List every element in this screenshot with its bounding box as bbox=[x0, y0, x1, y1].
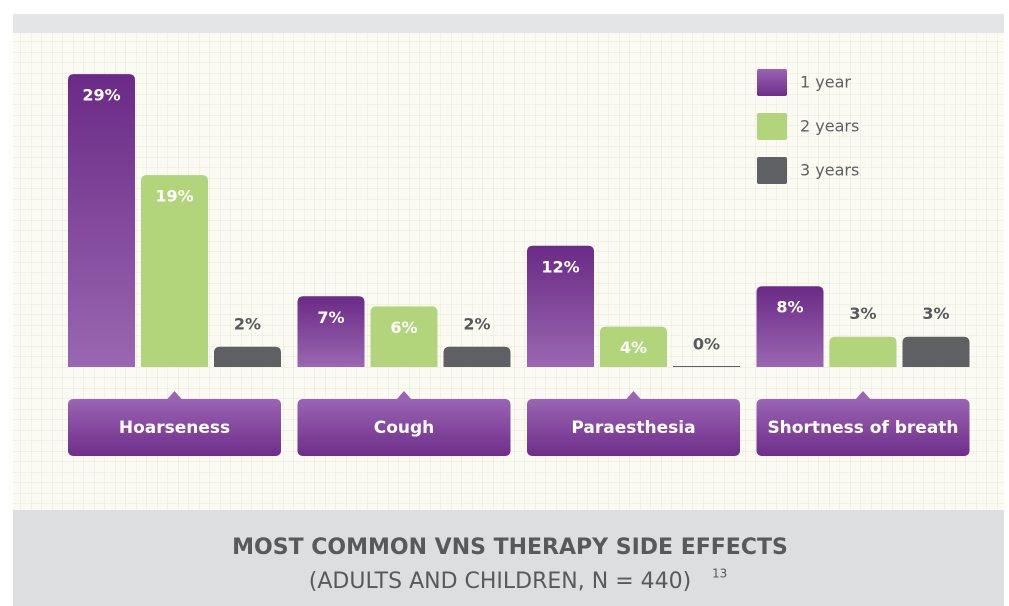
value-label: 4% bbox=[620, 338, 647, 357]
bar bbox=[902, 336, 970, 367]
category-pointer bbox=[625, 391, 642, 400]
value-label: 0% bbox=[693, 335, 720, 354]
value-label: 3% bbox=[922, 304, 949, 323]
bar bbox=[297, 296, 365, 367]
bar bbox=[600, 326, 667, 367]
bar bbox=[68, 74, 135, 367]
category-pointer bbox=[396, 391, 412, 400]
value-label: 7% bbox=[317, 308, 344, 327]
footnote-ref: 13 bbox=[712, 567, 727, 581]
bar bbox=[527, 245, 594, 367]
category-pointer bbox=[855, 391, 871, 400]
value-label: 12% bbox=[541, 257, 579, 276]
bar bbox=[673, 366, 740, 367]
chart-title: MOST COMMON VNS THERAPY SIDE EFFECTS bbox=[232, 535, 788, 560]
value-label: 6% bbox=[390, 318, 417, 337]
bar bbox=[829, 336, 897, 367]
legend-swatch bbox=[757, 113, 787, 140]
category-box bbox=[756, 399, 970, 456]
category-label: Paraesthesia bbox=[571, 418, 695, 438]
legend-label: 1 year bbox=[800, 73, 851, 92]
category-pointer bbox=[166, 391, 183, 400]
legend-swatch bbox=[757, 69, 787, 96]
value-label: 19% bbox=[155, 187, 193, 206]
bar bbox=[756, 286, 824, 367]
bar bbox=[443, 346, 511, 367]
category-label: Shortness of breath bbox=[767, 418, 958, 438]
value-label: 29% bbox=[82, 86, 120, 105]
category-label: Hoarseness bbox=[119, 418, 230, 438]
value-label: 2% bbox=[234, 314, 261, 333]
category-box bbox=[297, 399, 511, 456]
legend-label: 3 years bbox=[800, 161, 859, 180]
value-label: 8% bbox=[776, 298, 803, 317]
bar bbox=[214, 346, 281, 367]
category-label: Cough bbox=[374, 418, 435, 438]
category-box bbox=[68, 399, 281, 456]
bar bbox=[370, 306, 438, 367]
value-label: 2% bbox=[463, 314, 490, 333]
value-label: 3% bbox=[849, 304, 876, 323]
chart-subtitle: (ADULTS AND CHILDREN, N = 440) bbox=[309, 569, 691, 594]
category-box bbox=[527, 399, 740, 456]
bar bbox=[141, 175, 208, 367]
legend-swatch bbox=[757, 157, 787, 184]
title-band bbox=[13, 510, 1004, 606]
legend-label: 2 years bbox=[800, 117, 859, 136]
